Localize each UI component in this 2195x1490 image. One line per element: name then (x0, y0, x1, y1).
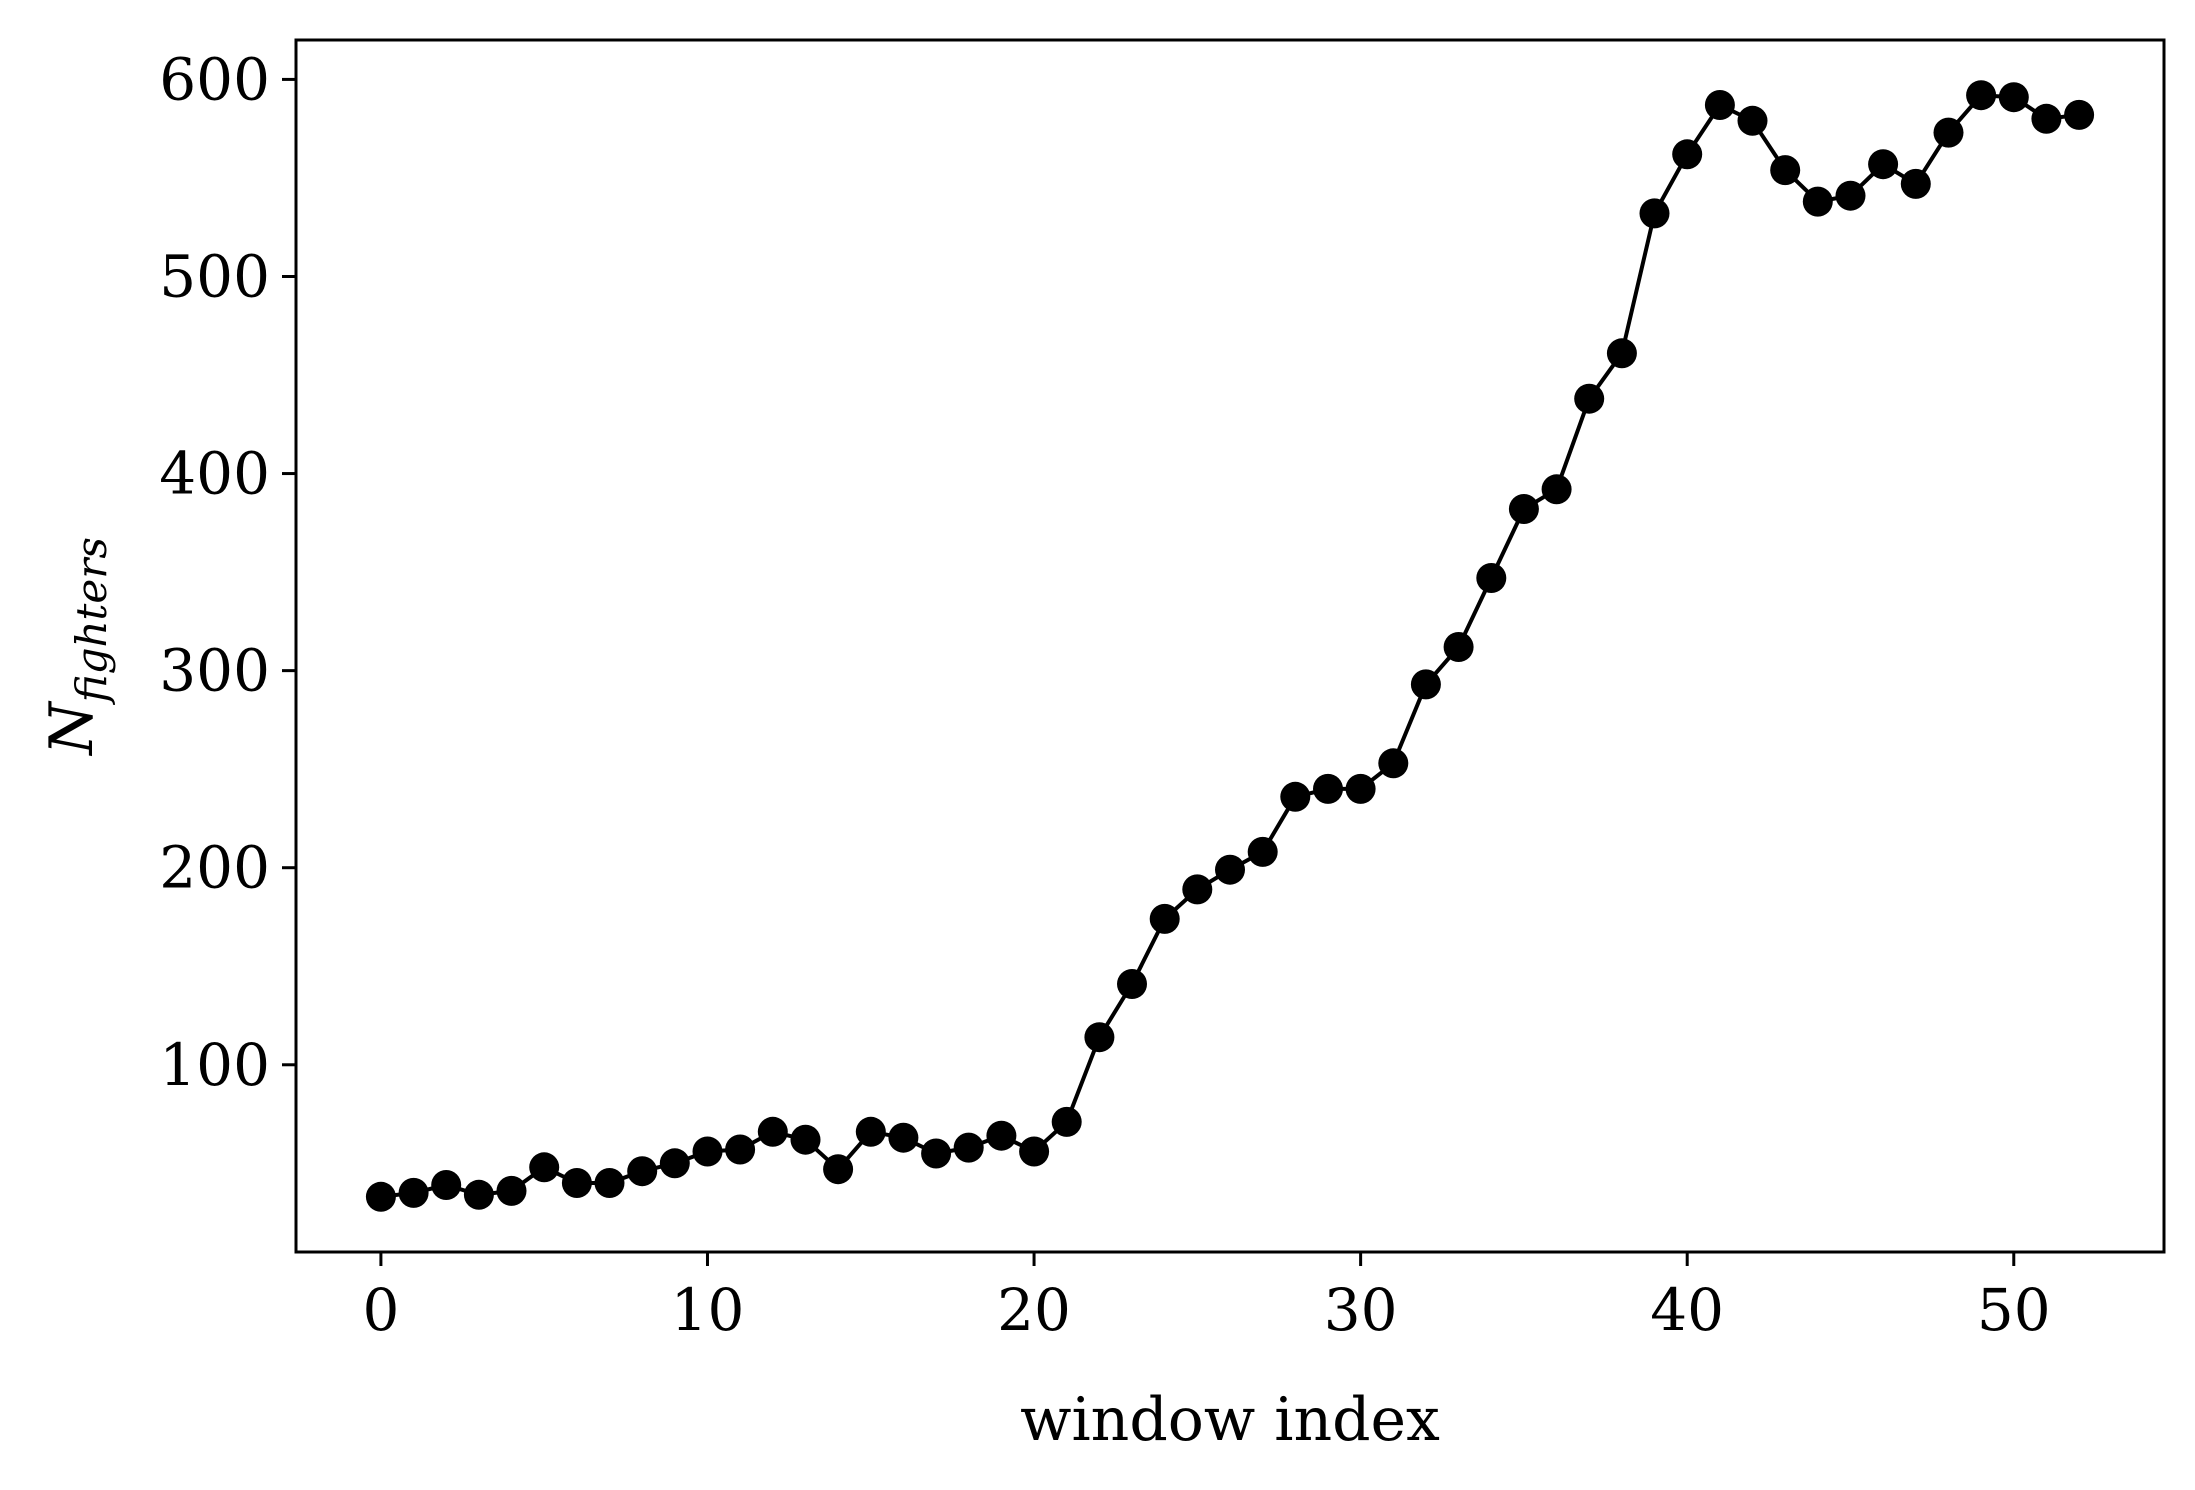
data-point (1019, 1136, 1050, 1167)
y-axis-label-main: N (37, 700, 107, 757)
data-point (823, 1154, 854, 1185)
data-point (1802, 186, 1833, 217)
data-point (1933, 117, 1964, 148)
data-point (1704, 90, 1735, 120)
data-point (2031, 103, 2062, 134)
data-point (1966, 80, 1997, 111)
x-tick-label: 20 (997, 1276, 1071, 1344)
data-point (1443, 632, 1474, 662)
data-point (1313, 773, 1343, 804)
data-point (1117, 969, 1147, 999)
data-point (1410, 669, 1441, 700)
data-point (463, 1179, 494, 1210)
data-point (1149, 903, 1180, 934)
data-point (431, 1170, 462, 1200)
data-point (1247, 836, 1278, 867)
data-point (2064, 99, 2095, 130)
y-axis-ticks: 100 200 300 400 500 600 (159, 45, 296, 1099)
data-point (365, 1181, 396, 1212)
data-point (1639, 198, 1670, 229)
data-point (921, 1138, 952, 1169)
data-point (1345, 773, 1376, 804)
x-axis-ticks: 0 10 20 30 40 50 (362, 1252, 2051, 1344)
x-tick-label: 40 (1650, 1276, 1724, 1344)
data-point (1574, 383, 1605, 414)
y-tick-label: 600 (159, 45, 270, 113)
y-tick-label: 500 (159, 242, 270, 310)
y-axis-label-subscript: fighters (67, 537, 116, 705)
data-point (1672, 139, 1703, 170)
x-axis-label: window index (1020, 1385, 1440, 1455)
data-point (1900, 168, 1931, 199)
data-point (1998, 82, 2029, 113)
data-point (1835, 180, 1866, 211)
data-point (790, 1124, 821, 1155)
data-point (1280, 781, 1311, 812)
data-point (561, 1168, 592, 1198)
y-tick-label: 400 (159, 440, 270, 508)
data-point (855, 1116, 886, 1147)
plot-content (365, 80, 2095, 1212)
data-point (1541, 474, 1572, 505)
x-tick-label: 50 (1977, 1276, 2051, 1344)
data-point (1737, 105, 1768, 136)
data-point (1215, 854, 1245, 885)
y-tick-label: 100 (159, 1031, 270, 1099)
data-point (757, 1116, 788, 1147)
data-point (627, 1156, 658, 1187)
plot-frame (294, 38, 2166, 1254)
data-point (659, 1148, 690, 1179)
data-point (986, 1120, 1017, 1151)
data-point (1084, 1022, 1115, 1053)
data-point (1868, 149, 1899, 180)
x-tick-label: 0 (362, 1276, 399, 1344)
data-point (594, 1168, 625, 1198)
data-point (496, 1175, 527, 1206)
data-point (692, 1136, 723, 1167)
data-point (953, 1132, 984, 1163)
data-point (888, 1122, 919, 1153)
data-point (398, 1177, 429, 1208)
y-tick-label: 300 (159, 637, 270, 705)
y-tick-label: 200 (159, 834, 270, 902)
data-point (1508, 494, 1539, 524)
data-point (1051, 1106, 1082, 1137)
data-point (1476, 563, 1507, 593)
x-tick-label: 30 (1324, 1276, 1398, 1344)
x-tick-label: 10 (671, 1276, 745, 1344)
data-point (1182, 874, 1213, 905)
data-point (529, 1152, 560, 1183)
y-axis-label: Nfighters (37, 537, 116, 757)
data-point (1770, 155, 1801, 186)
data-point (1378, 748, 1409, 779)
data-point (1606, 338, 1637, 369)
data-point (725, 1134, 756, 1165)
